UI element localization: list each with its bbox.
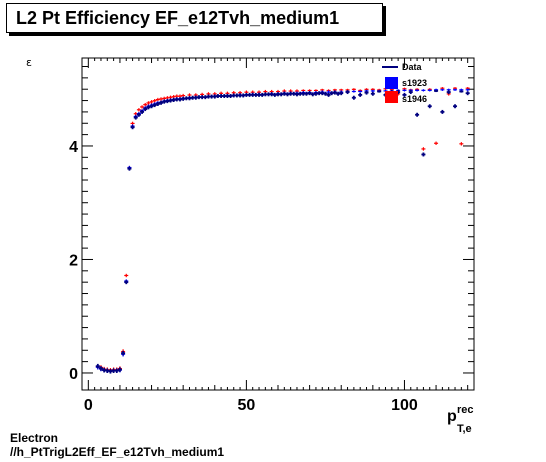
x-tick-label: 0: [84, 397, 93, 414]
caption: Electron //h_PtTrigL2Eff_EF_e12Tvh_mediu…: [10, 431, 224, 459]
x-axis-label: p: [447, 408, 457, 425]
legend-s1946-marker: [385, 91, 398, 103]
series-data: [95, 89, 470, 374]
x-tick-label: 50: [237, 397, 255, 414]
caption-line-1: Electron: [10, 431, 59, 445]
y-axis-label: ε: [26, 56, 32, 69]
legend-data-label: Data: [402, 62, 423, 72]
legend-s1923-label: s1923: [402, 78, 427, 88]
plot-frame: [81, 57, 475, 391]
x-axis-label-sup: rec: [457, 404, 474, 416]
x-tick-label: 100: [391, 397, 418, 414]
x-axis-label-main: p: [447, 408, 457, 425]
legend: Data s1923 s1946: [382, 62, 427, 104]
chart-title: L2 Pt Efficiency EF_e12Tvh_medium1: [6, 3, 383, 33]
x-axis-label-sub: T,e: [457, 423, 472, 435]
legend-s1946-label: s1946: [402, 94, 427, 104]
series-s1923: [95, 88, 470, 374]
y-tick-label: 0: [69, 366, 78, 383]
axes: 0 50 100 0 2 4: [69, 58, 474, 414]
y-tick-label: 2: [69, 252, 78, 269]
y-tick-label: 4: [69, 139, 78, 156]
caption-line-2: //h_PtTrigL2Eff_EF_e12Tvh_medium1: [10, 445, 225, 459]
data-marks: [95, 87, 470, 374]
legend-s1923-marker: [385, 77, 398, 89]
series-s1946: [95, 87, 470, 373]
